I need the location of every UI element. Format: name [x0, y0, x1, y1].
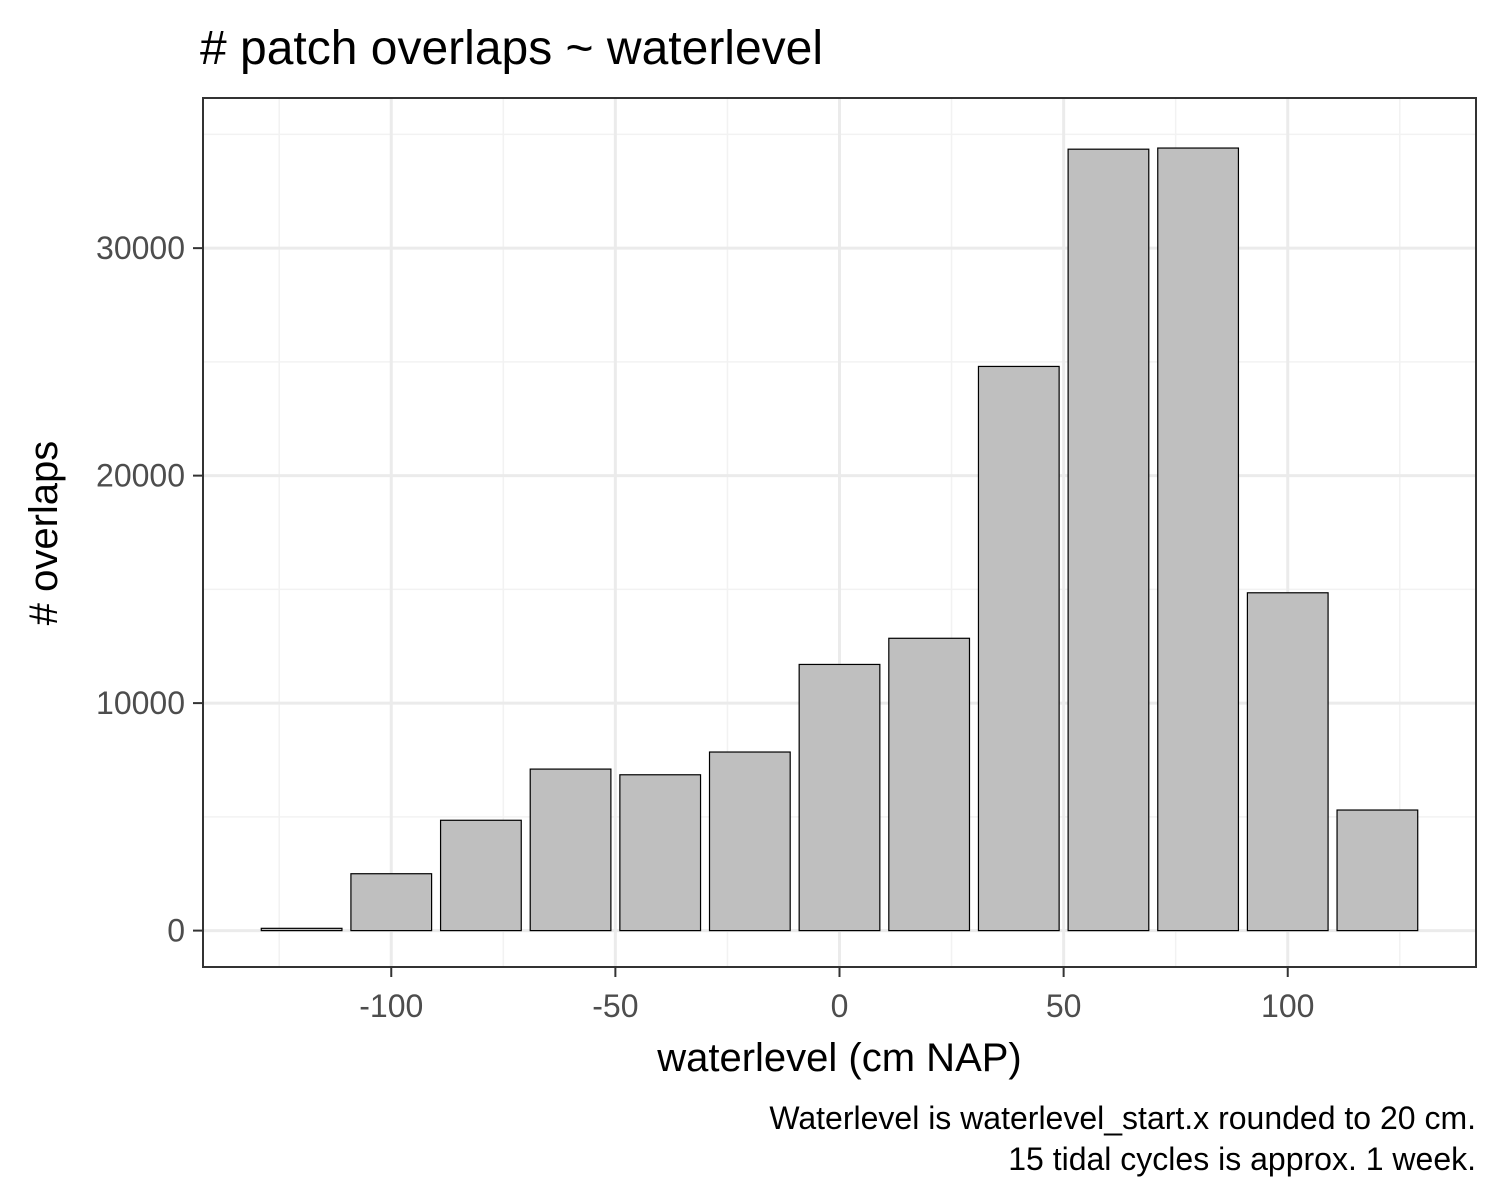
x-tick-label-1: -50 — [592, 988, 638, 1024]
bar-80 — [1157, 147, 1240, 932]
x-tick-label-3: 50 — [1046, 988, 1082, 1024]
y-axis: 0 10000 20000 30000 — [96, 230, 203, 949]
y-tick-label-0: 0 — [167, 913, 185, 949]
y-tick-label-3: 30000 — [96, 230, 185, 266]
bar-0 — [798, 663, 881, 932]
x-tick-label-0: -100 — [359, 988, 423, 1024]
x-tick-label-4: 100 — [1261, 988, 1314, 1024]
bar-60 — [1067, 148, 1150, 932]
chart-title: # patch overlaps ~ waterlevel — [200, 22, 823, 75]
bar--80 — [439, 819, 522, 932]
bar--40 — [619, 774, 702, 932]
y-tick-label-1: 10000 — [96, 685, 185, 721]
caption-line-2: 15 tidal cycles is approx. 1 week. — [1008, 1141, 1476, 1177]
x-axis: -100 -50 0 50 100 — [359, 967, 1314, 1024]
bar-20 — [888, 637, 971, 932]
x-tick-label-2: 0 — [831, 988, 849, 1024]
bar-100 — [1246, 592, 1329, 932]
bars — [260, 147, 1419, 932]
bar--120 — [260, 927, 343, 932]
bar-120 — [1336, 809, 1419, 932]
bar--20 — [708, 751, 791, 932]
y-tick-label-2: 20000 — [96, 458, 185, 494]
y-axis-title: # overlaps — [22, 441, 66, 626]
bar--100 — [350, 873, 433, 932]
bar-40 — [977, 365, 1060, 932]
caption-line-1: Waterlevel is waterlevel_start.x rounded… — [769, 1100, 1476, 1136]
x-axis-title: waterlevel (cm NAP) — [656, 1036, 1022, 1080]
bar--60 — [529, 768, 612, 932]
